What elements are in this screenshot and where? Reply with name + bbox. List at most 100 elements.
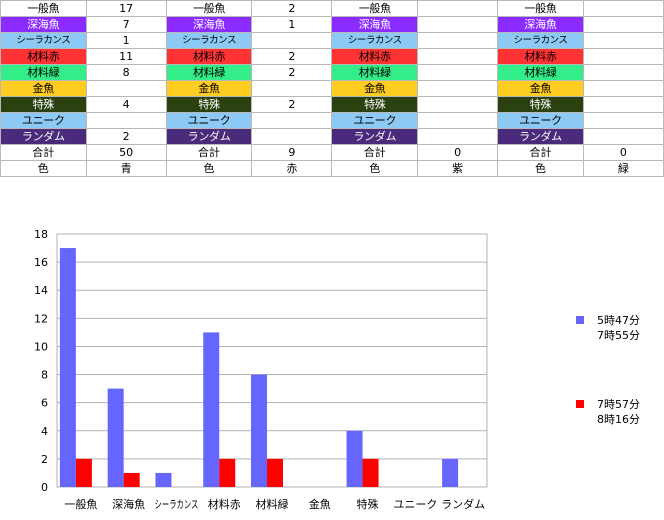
count-cell[interactable] [417,96,499,113]
category-label-cell[interactable]: 金魚 [331,80,419,97]
count-cell[interactable] [582,0,664,17]
category-label-cell[interactable]: 深海魚 [0,16,87,33]
count-cell[interactable] [417,112,499,129]
category-label-cell[interactable]: 特殊 [497,96,584,113]
color-label-cell[interactable]: 色 [0,160,87,177]
count-cell[interactable]: 1 [251,16,333,33]
category-label-cell[interactable]: 一般魚 [331,0,419,17]
count-cell[interactable] [582,112,664,129]
category-label-cell[interactable]: シーラカンス [165,32,253,49]
category-label-cell[interactable]: 一般魚 [165,0,253,17]
category-label-cell[interactable]: 材料緑 [331,64,419,81]
y-tick-label: 12 [34,312,48,325]
total-label-cell[interactable]: 合計 [331,144,419,161]
total-value-cell[interactable]: 0 [582,144,664,161]
count-cell[interactable] [582,80,664,97]
y-tick-label: 6 [41,397,48,410]
category-label-cell[interactable]: 一般魚 [497,0,584,17]
x-tick-label: 材料赤 [208,497,241,511]
count-cell[interactable]: 11 [85,48,167,65]
count-cell[interactable]: 1 [85,32,167,49]
legend-swatch [576,316,584,324]
count-cell[interactable]: 2 [251,0,333,17]
color-label-cell[interactable]: 色 [165,160,253,177]
color-value-cell[interactable]: 紫 [417,160,499,177]
count-cell[interactable] [251,128,333,145]
count-cell[interactable] [417,48,499,65]
count-cell[interactable] [417,16,499,33]
category-label-cell[interactable]: ランダム [165,128,253,145]
count-cell[interactable] [417,128,499,145]
count-cell[interactable] [417,64,499,81]
color-value-cell[interactable]: 緑 [582,160,664,177]
category-label-cell[interactable]: 金魚 [0,80,87,97]
table-row: 色青色赤色紫色緑 [0,160,664,177]
count-cell[interactable] [417,32,499,49]
color-label-cell[interactable]: 色 [331,160,419,177]
total-label-cell[interactable]: 合計 [0,144,87,161]
count-cell[interactable] [251,112,333,129]
category-label-cell[interactable]: 特殊 [0,96,87,113]
y-tick-label: 0 [41,481,48,494]
total-label-cell[interactable]: 合計 [497,144,584,161]
count-cell[interactable] [582,16,664,33]
color-value-cell[interactable]: 青 [85,160,167,177]
category-label-cell[interactable]: 材料赤 [497,48,584,65]
category-label-cell[interactable]: 材料赤 [0,48,87,65]
category-label-cell[interactable]: シーラカンス [0,32,87,49]
count-cell[interactable] [582,32,664,49]
category-label-cell[interactable]: 材料緑 [497,64,584,81]
count-cell[interactable] [582,128,664,145]
color-label-cell[interactable]: 色 [497,160,584,177]
count-cell[interactable]: 2 [85,128,167,145]
bar-series-1 [107,388,124,487]
category-label-cell[interactable]: ユニーク [165,112,253,129]
bar-series-2 [267,458,283,487]
x-tick-label: 一般魚 [64,498,97,511]
count-cell[interactable] [417,0,499,17]
y-tick-label: 10 [34,340,48,353]
category-label-cell[interactable]: ユニーク [0,112,87,129]
count-cell[interactable] [85,112,167,129]
count-cell[interactable] [251,80,333,97]
count-cell[interactable]: 2 [251,64,333,81]
category-label-cell[interactable]: ユニーク [331,112,419,129]
category-label-cell[interactable]: 深海魚 [165,16,253,33]
category-label-cell[interactable]: 一般魚 [0,0,87,17]
category-label-cell[interactable]: 深海魚 [497,16,584,33]
total-value-cell[interactable]: 9 [251,144,333,161]
plot-area [56,233,488,488]
count-cell[interactable] [417,80,499,97]
color-value-cell[interactable]: 赤 [251,160,333,177]
category-label-cell[interactable]: ランダム [0,128,87,145]
category-label-cell[interactable]: 金魚 [165,80,253,97]
category-label-cell[interactable]: 特殊 [331,96,419,113]
category-label-cell[interactable]: 材料赤 [165,48,253,65]
category-label-cell[interactable]: 材料緑 [0,64,87,81]
count-cell[interactable]: 17 [85,0,167,17]
total-value-cell[interactable]: 50 [85,144,167,161]
category-label-cell[interactable]: 特殊 [165,96,253,113]
count-cell[interactable] [582,96,664,113]
category-label-cell[interactable]: ランダム [497,128,584,145]
count-cell[interactable]: 2 [251,96,333,113]
count-cell[interactable]: 4 [85,96,167,113]
count-cell[interactable]: 7 [85,16,167,33]
legend-label: 7時57分 [597,398,640,411]
count-cell[interactable]: 2 [251,48,333,65]
total-value-cell[interactable]: 0 [417,144,499,161]
category-label-cell[interactable]: 材料赤 [331,48,419,65]
category-label-cell[interactable]: 金魚 [497,80,584,97]
count-cell[interactable] [582,64,664,81]
category-label-cell[interactable]: ランダム [331,128,419,145]
category-label-cell[interactable]: ユニーク [497,112,584,129]
count-cell[interactable] [85,80,167,97]
count-cell[interactable]: 8 [85,64,167,81]
category-label-cell[interactable]: 深海魚 [331,16,419,33]
category-label-cell[interactable]: シーラカンス [331,32,419,49]
count-cell[interactable] [251,32,333,49]
count-cell[interactable] [582,48,664,65]
category-label-cell[interactable]: 材料緑 [165,64,253,81]
total-label-cell[interactable]: 合計 [165,144,253,161]
category-label-cell[interactable]: シーラカンス [497,32,584,49]
